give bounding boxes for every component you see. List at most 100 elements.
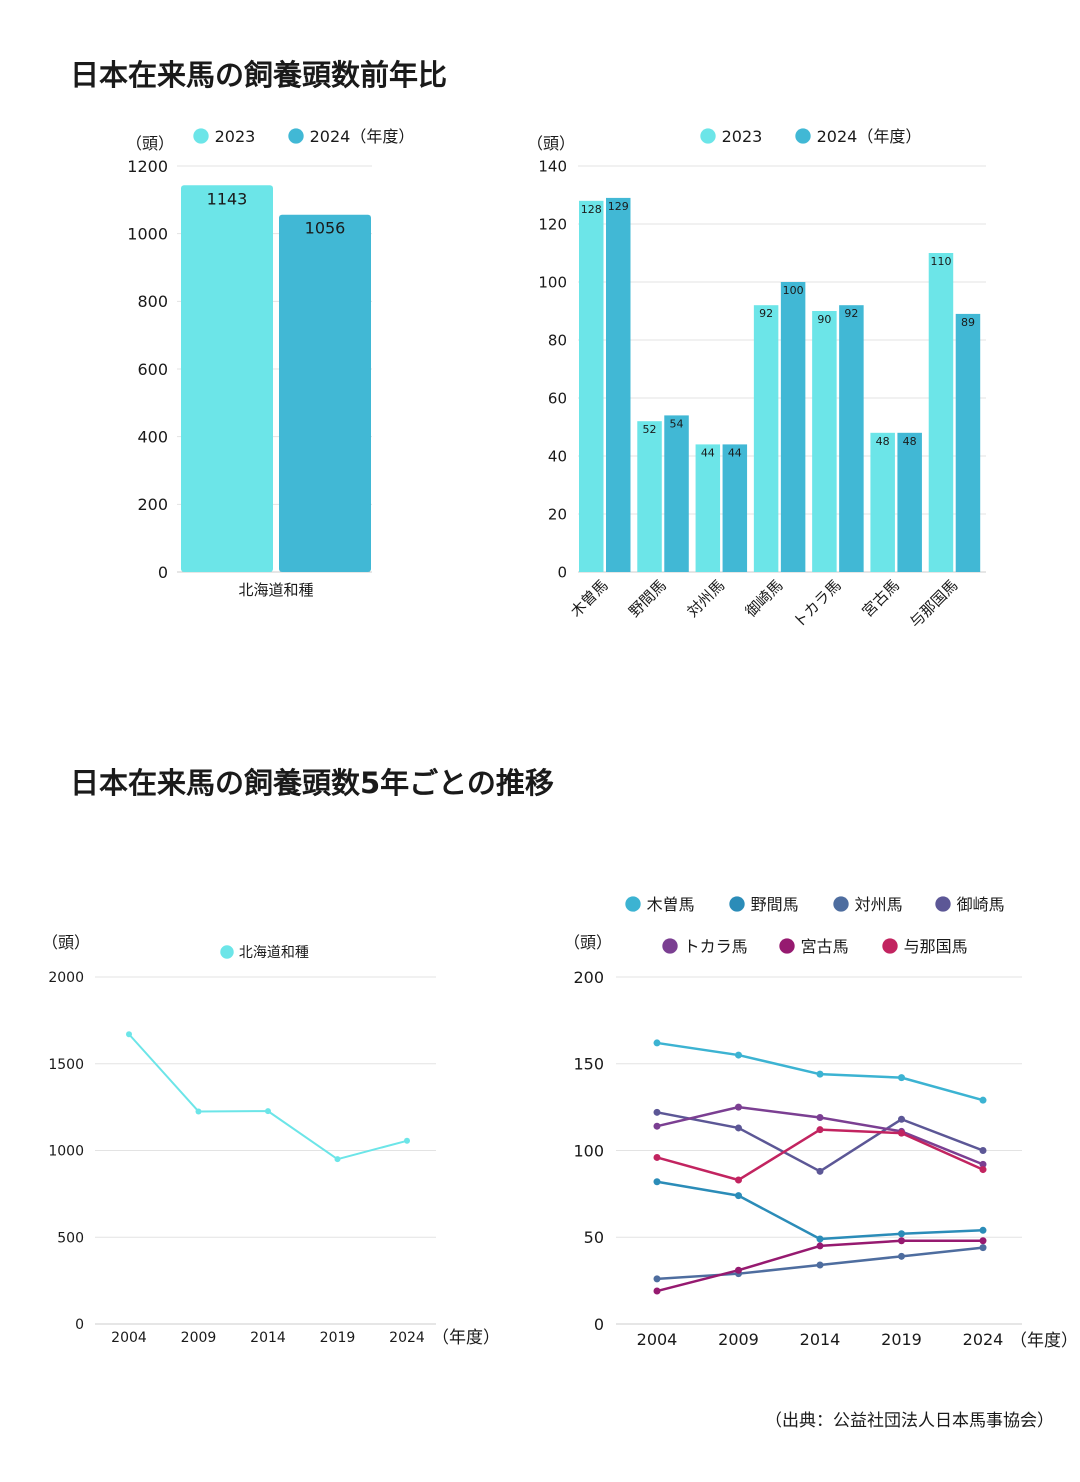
bar — [839, 305, 864, 572]
legend-series-label: 野間馬 — [751, 895, 799, 914]
y-tick-label: 100 — [538, 273, 567, 291]
bar-value-label: 1143 — [207, 189, 248, 208]
data-point — [126, 1031, 132, 1038]
y-axis-unit: （頭） — [564, 933, 612, 952]
x-category-label: 与那国馬 — [906, 576, 961, 631]
y-tick-label: 50 — [584, 1228, 604, 1247]
legend-2023-marker — [700, 128, 716, 144]
bar — [722, 444, 748, 572]
legend-2024-label: 2024（年度） — [310, 127, 415, 146]
x-category-label: 北海道和種 — [238, 581, 313, 599]
data-point — [898, 1252, 905, 1260]
data-point — [979, 1147, 987, 1154]
data-point — [653, 1122, 661, 1130]
bar — [181, 185, 273, 572]
legend-series-marker — [882, 938, 898, 954]
y-tick-label: 100 — [573, 1141, 604, 1160]
bar-value-label: 52 — [643, 423, 657, 436]
legend-series-marker — [833, 896, 849, 912]
bar-value-label: 92 — [759, 307, 773, 320]
legend-series-label: トカラ馬 — [684, 937, 748, 956]
data-point — [816, 1235, 824, 1243]
x-category-label: 御崎馬 — [742, 576, 787, 621]
bar — [606, 197, 631, 572]
data-point — [653, 1039, 661, 1047]
x-tick-label: 2019 — [881, 1330, 922, 1349]
x-tick-label: 2004 — [111, 1330, 147, 1346]
series-line — [656, 1111, 984, 1173]
legend-2024-label: 2024（年度） — [817, 127, 922, 146]
legend-hokkaido-label: 北海道和種 — [239, 945, 309, 961]
bar — [928, 253, 954, 572]
bar-value-label: 129 — [608, 200, 629, 213]
legend-2024-marker — [795, 128, 811, 144]
data-point — [816, 1261, 824, 1269]
data-point — [979, 1160, 987, 1168]
y-tick-label: 80 — [548, 331, 567, 349]
data-point — [898, 1115, 905, 1123]
legend-series-label: 対州馬 — [855, 895, 903, 914]
bar — [279, 214, 371, 572]
y-tick-label: 0 — [557, 563, 567, 581]
data-point — [735, 1051, 742, 1059]
data-point — [735, 1266, 742, 1274]
y-tick-label: 40 — [548, 447, 567, 465]
legend-series-label: 御崎馬 — [957, 895, 1005, 914]
legend-2024-marker — [288, 128, 304, 144]
y-axis-unit: （頭） — [126, 134, 174, 153]
y-tick-label: 120 — [538, 215, 567, 233]
data-point — [265, 1108, 271, 1115]
bar — [812, 311, 837, 572]
y-tick-label: 20 — [548, 505, 567, 523]
x-category-label: 野間馬 — [625, 576, 670, 621]
data-point — [979, 1226, 987, 1234]
data-point — [195, 1108, 202, 1115]
legend-series-marker — [662, 938, 678, 954]
x-tick-label: 2014 — [800, 1330, 841, 1349]
data-point — [735, 1103, 742, 1111]
x-axis-unit: （年度） — [1010, 1331, 1078, 1351]
data-point — [816, 1242, 824, 1250]
data-point — [653, 1153, 661, 1161]
y-tick-label: 140 — [538, 157, 567, 175]
source-note: （出典：公益社団法人日本馬事協会） — [765, 1411, 1054, 1431]
legend-series-label: 木曽馬 — [647, 895, 695, 914]
data-point — [653, 1287, 661, 1295]
y-tick-label: 0 — [158, 563, 168, 582]
data-point — [898, 1230, 905, 1238]
bar — [955, 313, 981, 572]
data-point — [979, 1237, 987, 1245]
bar-value-label: 48 — [876, 435, 890, 448]
data-point — [653, 1108, 661, 1116]
bar-value-label: 89 — [961, 316, 975, 329]
x-tick-label: 2024 — [963, 1330, 1004, 1349]
bar — [637, 421, 662, 572]
y-tick-label: 200 — [573, 968, 604, 987]
data-point — [979, 1244, 987, 1252]
data-point — [404, 1137, 410, 1144]
data-point — [653, 1178, 661, 1186]
series-line — [656, 1180, 984, 1241]
data-point — [979, 1166, 987, 1174]
bar — [780, 282, 806, 572]
y-axis-unit: （頭） — [42, 933, 90, 952]
data-point — [816, 1167, 824, 1175]
bar-value-label: 92 — [844, 307, 858, 320]
x-category-label: トカラ馬 — [790, 576, 845, 631]
bar-value-label: 128 — [581, 203, 602, 216]
y-tick-label: 200 — [137, 495, 168, 514]
bar-value-label: 54 — [670, 417, 684, 430]
y-axis-unit: （頭） — [527, 134, 575, 153]
y-tick-label: 1000 — [48, 1144, 84, 1160]
y-tick-label: 60 — [548, 389, 567, 407]
y-tick-label: 600 — [137, 360, 168, 379]
x-tick-label: 2014 — [250, 1330, 286, 1346]
y-tick-label: 1000 — [127, 224, 168, 243]
y-tick-label: 1500 — [48, 1057, 84, 1073]
legend-series-label: 宮古馬 — [801, 937, 849, 956]
legend-series-label: 与那国馬 — [904, 937, 968, 956]
legend-2023-marker — [193, 128, 209, 144]
x-category-label: 対州馬 — [684, 576, 729, 621]
legend-2023-label: 2023 — [215, 127, 256, 146]
y-tick-label: 0 — [75, 1317, 84, 1333]
